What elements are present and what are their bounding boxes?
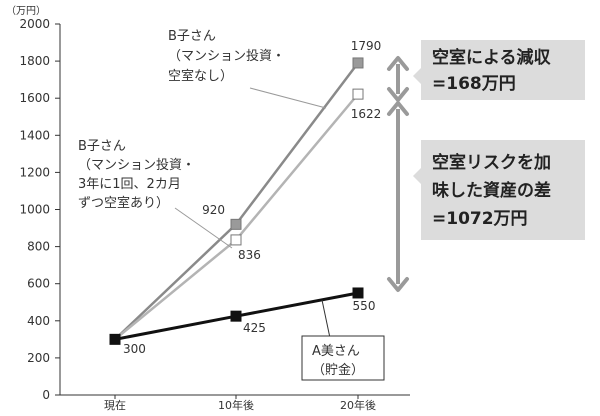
- callout-top-text: =168万円: [432, 74, 516, 94]
- label-b-no-vacancy: B子さん: [168, 29, 216, 44]
- label-b-no-vacancy: （マンション投資・: [168, 48, 285, 64]
- label-a: （貯金）: [312, 362, 364, 378]
- data-label-b_vacancy: 836: [238, 248, 261, 262]
- point-a_savings: [230, 310, 242, 322]
- point-a_savings: [109, 333, 121, 345]
- y-tick-label: 400: [27, 314, 50, 328]
- callout-top-text: 空室による減収: [432, 47, 551, 68]
- label-b-vacancy: B子さん: [78, 139, 126, 154]
- point-b_no_vacancy: [230, 218, 242, 230]
- diff-arrow-vacancy-head-bottom: [387, 87, 409, 102]
- leader-line-b-no-vacancy: [249, 87, 327, 109]
- y-tick-label: 0: [42, 388, 50, 402]
- diff-arrow-total-head-bottom: [387, 277, 409, 292]
- data-label-a_savings: 550: [353, 299, 376, 313]
- y-unit-label: （万円）: [6, 5, 46, 17]
- label-b-vacancy: ずつ空室あり）: [78, 195, 169, 211]
- data-label-b_no_vacancy: 1790: [351, 39, 382, 53]
- callout-bottom-text: 味した資産の差: [432, 180, 551, 201]
- callout-bottom-text: 空室リスクを加: [432, 152, 551, 173]
- y-tick-label: 200: [27, 351, 50, 365]
- x-tick-label: 現在: [104, 399, 126, 412]
- callout-bottom-text: =1072万円: [432, 209, 528, 229]
- diff-arrow-total-head-top: [387, 101, 409, 116]
- data-label-a_savings: 425: [243, 321, 266, 335]
- data-label-b_no_vacancy: 920: [202, 203, 225, 217]
- y-tick-label: 1800: [19, 54, 50, 68]
- annotations: 92017908361622300425550B子さん（マンション投資・空室なし…: [78, 29, 585, 381]
- label-a: A美さん: [312, 344, 360, 359]
- series-lines: [109, 57, 364, 345]
- label-a-box: [301, 335, 385, 381]
- axes: （万円） 0 200 400 600 800 1000 1200 1400 1600 1800 200…: [6, 5, 410, 412]
- leader-line-a: [321, 299, 331, 339]
- diff-arrow-vacancy-head-top: [387, 56, 409, 71]
- x-tick-label: 10年後: [218, 398, 254, 412]
- x-tick-label: 20年後: [340, 398, 376, 412]
- data-label-a_savings: 300: [123, 342, 146, 356]
- y-tick-label: 1000: [19, 203, 50, 217]
- callout-pointer-top: [413, 60, 421, 100]
- data-label-b_vacancy: 1622: [351, 107, 382, 121]
- label-b-vacancy: （マンション投資・: [78, 157, 195, 173]
- point-b_vacancy: [230, 234, 242, 246]
- y-tick-label: 2000: [19, 17, 50, 31]
- label-b-vacancy: 3年に1回、2カ月: [78, 177, 181, 192]
- series-line-b_vacancy: [114, 93, 359, 341]
- leader-line-b-vacancy: [174, 207, 233, 249]
- y-tick-label: 1600: [19, 91, 50, 105]
- y-tick-label: 800: [27, 240, 50, 254]
- point-b_vacancy: [352, 88, 364, 100]
- callout-pointer-bottom: [413, 168, 421, 184]
- point-b_no_vacancy: [352, 57, 364, 69]
- label-b-no-vacancy: 空室なし）: [168, 68, 233, 84]
- y-tick-label: 1400: [19, 128, 50, 142]
- point-a_savings: [352, 287, 364, 299]
- callout-box-top: [421, 40, 585, 100]
- y-tick-label: 1200: [19, 165, 50, 179]
- y-tick-label: 600: [27, 277, 50, 291]
- callout-box-bottom: [421, 140, 585, 240]
